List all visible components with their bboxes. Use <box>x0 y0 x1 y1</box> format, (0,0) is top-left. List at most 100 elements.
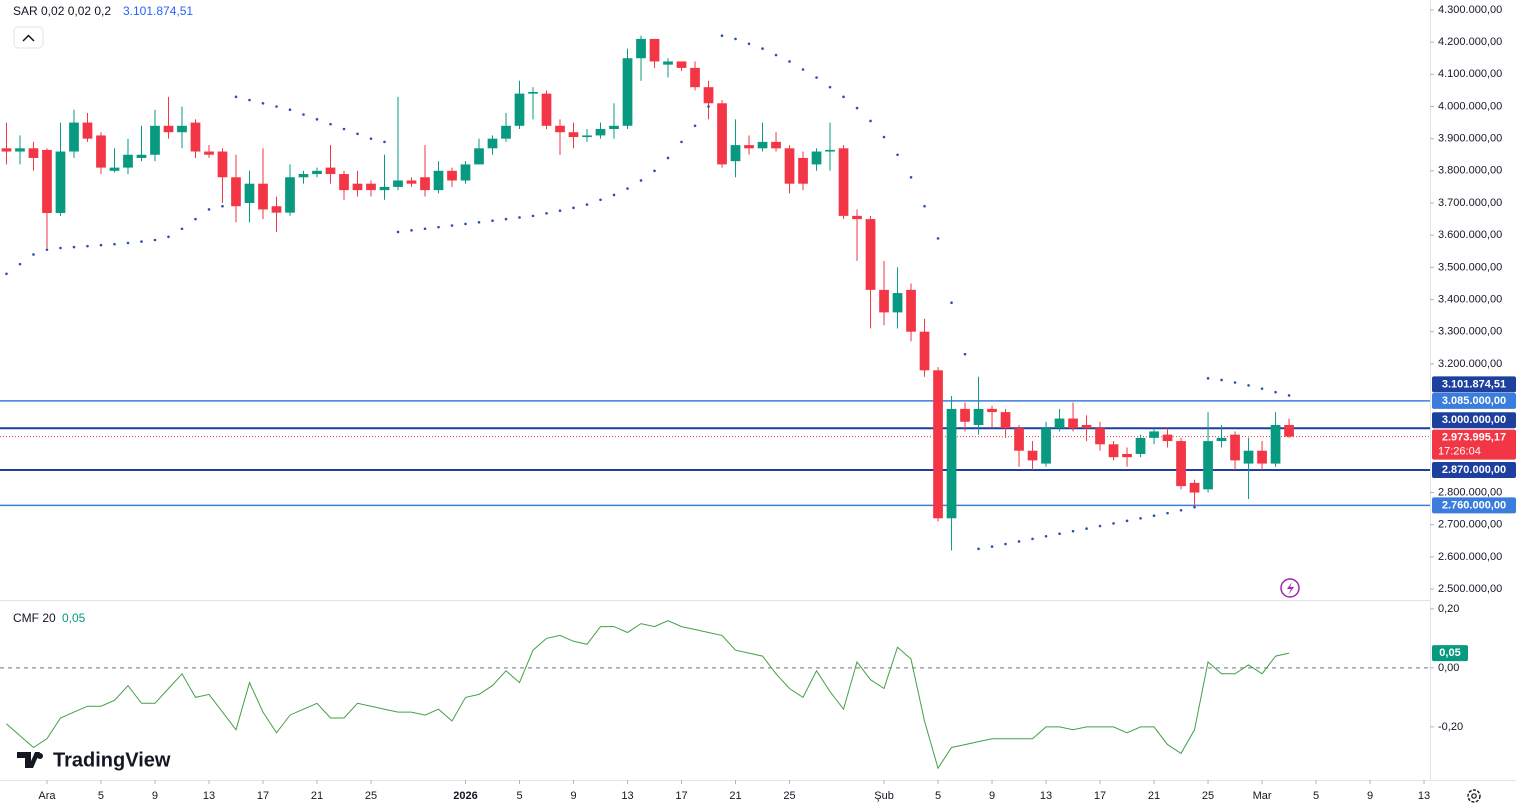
sar-dot <box>1220 378 1223 382</box>
sar-dot <box>599 198 602 202</box>
candle-body <box>1014 428 1024 451</box>
candle-body <box>460 164 471 181</box>
candle-body <box>730 145 741 162</box>
x-tick-label: Mar <box>1253 790 1272 802</box>
sar-label-text: 3.101.874,51 <box>1442 378 1506 390</box>
sar-dot <box>1085 527 1088 530</box>
candle-body <box>1243 450 1254 464</box>
candle-body <box>663 61 673 65</box>
y-tick-label: 3.600.000,00 <box>1438 229 1502 241</box>
candle-body <box>406 180 417 184</box>
sar-dot <box>113 242 116 246</box>
alert-icon[interactable] <box>1280 578 1300 598</box>
sar-dot <box>666 156 670 160</box>
sar-dot <box>45 248 49 251</box>
x-tick-label: 25 <box>783 790 795 802</box>
settings-button[interactable] <box>1467 789 1481 803</box>
candle-body <box>541 93 552 126</box>
candle-body <box>190 122 201 152</box>
level-label-text: 2.760.000,00 <box>1442 499 1506 511</box>
candle-body <box>501 125 511 139</box>
candle-body <box>109 167 120 171</box>
countdown-text: 17:26:04 <box>1438 445 1481 457</box>
sar-dot <box>801 68 805 71</box>
sar-dot <box>855 106 859 110</box>
sar-dot <box>167 235 170 239</box>
candle-body <box>1054 418 1065 429</box>
candle-body <box>136 154 147 158</box>
sar-dot <box>315 118 319 121</box>
sar-dot <box>558 209 562 213</box>
sar-dot <box>828 85 832 89</box>
candle-body <box>757 141 768 149</box>
sar-dot <box>882 135 886 139</box>
y-tick-label: 3.300.000,00 <box>1438 326 1502 338</box>
candle-body <box>204 151 214 155</box>
sar-dot <box>248 98 251 102</box>
candle-body <box>163 125 174 133</box>
x-tick-label: 17 <box>675 790 687 802</box>
candle-body <box>973 408 984 425</box>
candle-body <box>1027 450 1038 461</box>
sar-dot <box>423 227 427 231</box>
candle-body <box>231 177 241 207</box>
settings-hub <box>1471 793 1477 799</box>
candle-body <box>325 167 336 175</box>
candle-body <box>420 177 430 191</box>
candle-body <box>1122 453 1132 458</box>
candle-body <box>838 148 849 216</box>
brand-name: TradingView <box>53 749 171 771</box>
candle-body <box>1176 441 1186 487</box>
candle-body <box>906 289 916 332</box>
alert-bolt <box>1287 582 1294 595</box>
alert-circle[interactable] <box>1280 578 1300 598</box>
sar-dot <box>5 272 8 276</box>
y-tick-label: 3.200.000,00 <box>1438 358 1502 370</box>
y-tick-label: 2.600.000,00 <box>1438 551 1502 563</box>
candle-body <box>1041 428 1051 464</box>
sar-dot <box>356 132 359 136</box>
sar-dot <box>612 193 616 197</box>
sar-dot <box>504 217 508 221</box>
sar-dot <box>1152 514 1156 518</box>
sar-dot <box>18 262 22 266</box>
sar-dot <box>1233 381 1237 384</box>
candle-body <box>366 183 376 191</box>
y-tick-label: 0,20 <box>1438 603 1459 615</box>
candle-body <box>298 174 309 178</box>
x-tick-label: 13 <box>1040 790 1052 802</box>
sar-dot <box>680 140 683 144</box>
sar-dot <box>99 243 103 247</box>
candle-body <box>744 145 754 149</box>
sar-dot <box>1031 537 1034 541</box>
y-tick-label: 2.800.000,00 <box>1438 486 1502 498</box>
sar-dot <box>302 113 305 116</box>
candle-body <box>528 92 538 94</box>
y-tick-label: 4.300.000,00 <box>1438 4 1502 16</box>
candle-body <box>703 87 714 104</box>
collapse-button-frame[interactable] <box>13 26 44 49</box>
sar-legend-value: 3.101.874,51 <box>123 4 193 18</box>
brand-logo: TradingView <box>17 749 171 771</box>
candle-body <box>285 177 295 213</box>
level-label-text: 2.870.000,00 <box>1442 464 1506 476</box>
candle-body <box>609 125 619 130</box>
candle-body <box>474 148 484 165</box>
y-tick-label: 3.800.000,00 <box>1438 165 1502 177</box>
sar-dot <box>396 230 400 234</box>
sar-dot <box>585 203 589 206</box>
level-label-box <box>1432 392 1516 409</box>
candle-body <box>1149 431 1159 438</box>
sar-label-box <box>1432 376 1516 393</box>
cmf-legend: CMF 20 <box>13 611 56 625</box>
sar-dot <box>1125 519 1129 523</box>
candle-body <box>811 151 822 165</box>
settings-gear[interactable] <box>1467 789 1481 803</box>
candle-body <box>717 103 727 165</box>
sar-dot <box>1004 542 1007 546</box>
collapse-button[interactable] <box>13 26 44 49</box>
y-tick-label: 2.500.000,00 <box>1438 583 1502 595</box>
sar-dot <box>59 246 62 250</box>
sar-dot <box>261 101 265 105</box>
